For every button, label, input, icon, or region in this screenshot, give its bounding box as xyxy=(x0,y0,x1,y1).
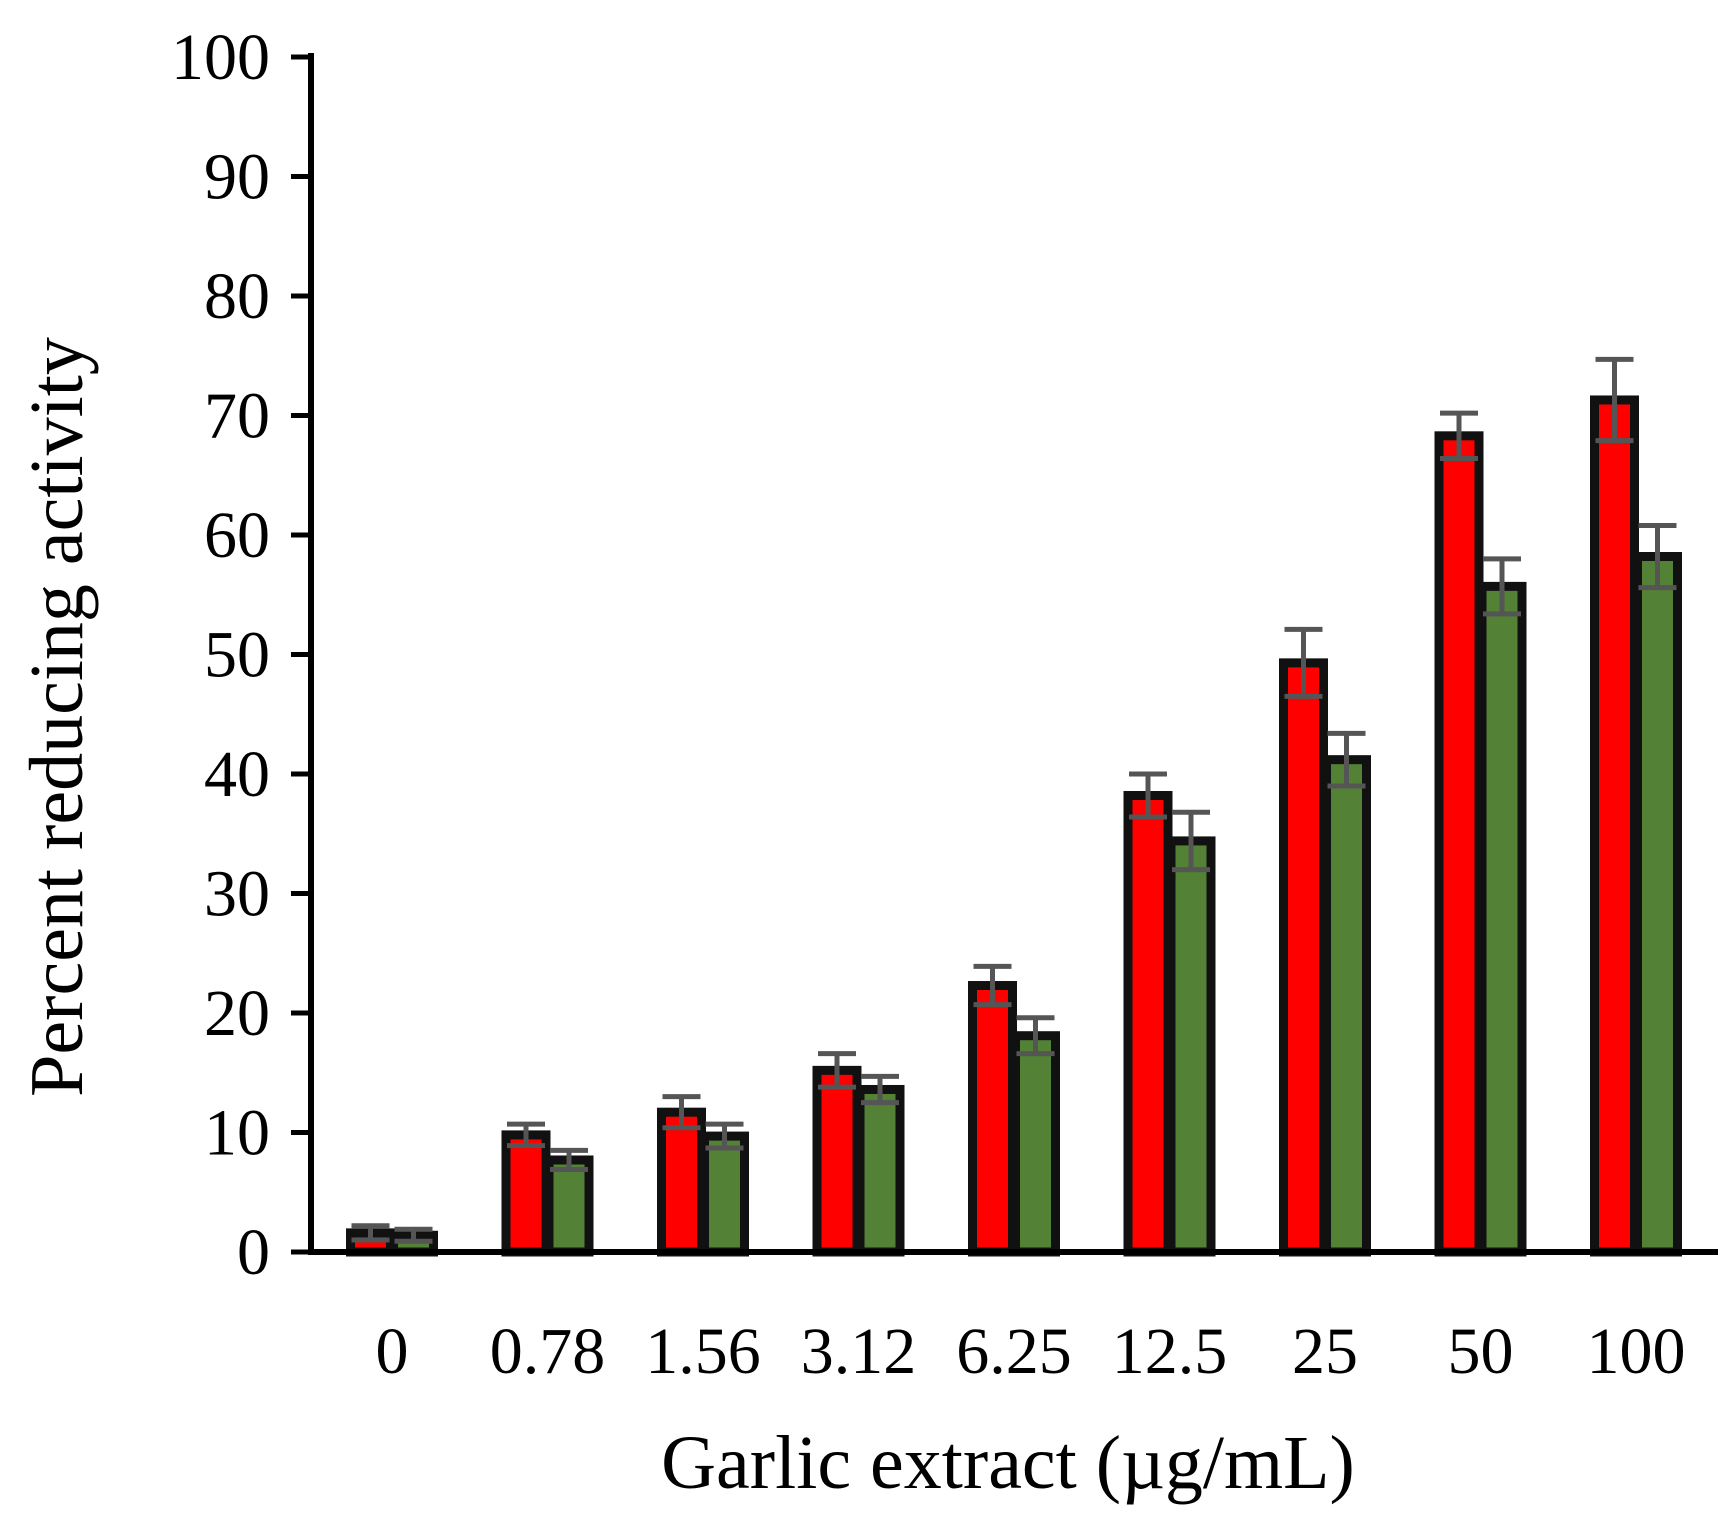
bar-series2-2 xyxy=(700,1131,749,1257)
bar-series1-3 xyxy=(812,1065,862,1257)
error-bar-series2-1 xyxy=(550,1147,588,1173)
error-bar-series1-8 xyxy=(1595,356,1634,444)
error-bar-series2-3 xyxy=(861,1073,899,1106)
error-bar-series2-8 xyxy=(1638,522,1677,591)
y-tick-label: 0 xyxy=(237,1216,270,1289)
error-bar-series1-3 xyxy=(818,1051,856,1090)
x-tick-label: 3.12 xyxy=(801,1315,917,1388)
axes-layer xyxy=(291,53,1718,1255)
bar-series2-3 xyxy=(855,1084,905,1257)
error-bar-series2-2 xyxy=(705,1121,744,1151)
bar-series1-2 xyxy=(657,1107,706,1257)
y-tick-label: 20 xyxy=(204,977,270,1050)
error-bar-series1-5 xyxy=(1129,771,1167,820)
bar-series2-4 xyxy=(1011,1031,1060,1257)
bar-series1-7 xyxy=(1434,431,1484,1257)
error-bar-series1-0 xyxy=(351,1223,390,1243)
bar-series2-7 xyxy=(1477,581,1527,1257)
bar-series2-8 xyxy=(1633,552,1682,1257)
y-tick-label: 90 xyxy=(204,141,270,214)
x-tick-label: 100 xyxy=(1587,1315,1686,1388)
error-bar-series2-5 xyxy=(1172,809,1210,873)
y-tick-label: 60 xyxy=(204,499,270,572)
bar-series2-1 xyxy=(544,1155,594,1257)
bar-series1-4 xyxy=(968,981,1017,1257)
y-axis-title: Percent reducing activity xyxy=(15,337,99,1097)
y-tick-label: 30 xyxy=(204,858,270,931)
error-bar-series1-6 xyxy=(1284,626,1323,699)
error-bar-series2-4 xyxy=(1016,1015,1055,1057)
bar-series2-5 xyxy=(1166,836,1216,1257)
x-tick-label: 12.5 xyxy=(1112,1315,1228,1388)
bar-series1-8 xyxy=(1590,395,1639,1257)
x-tick-label: 25 xyxy=(1292,1315,1358,1388)
bar-series1-6 xyxy=(1279,658,1328,1257)
error-bar-series2-7 xyxy=(1483,556,1521,617)
error-bar-series2-6 xyxy=(1327,730,1366,789)
bar-series2-6 xyxy=(1322,755,1371,1257)
error-bars-layer xyxy=(351,356,1677,1244)
y-tick-label: 40 xyxy=(204,738,270,811)
x-tick-label: 0.78 xyxy=(490,1315,606,1388)
y-tick-label: 70 xyxy=(204,380,270,453)
y-tick-label: 50 xyxy=(204,619,270,692)
y-tick-label: 10 xyxy=(204,1097,270,1170)
error-bar-series1-2 xyxy=(662,1094,701,1131)
y-tick-label: 80 xyxy=(204,260,270,333)
error-bar-series1-7 xyxy=(1440,410,1478,462)
bar-series1-1 xyxy=(501,1130,551,1257)
x-tick-label: 6.25 xyxy=(956,1315,1072,1388)
error-bar-series1-4 xyxy=(973,963,1012,1008)
x-tick-label: 0 xyxy=(376,1315,409,1388)
x-tick-label: 50 xyxy=(1448,1315,1514,1388)
x-axis-title: Garlic extract (µg/mL) xyxy=(661,1421,1355,1505)
x-tick-label: 1.56 xyxy=(645,1315,761,1388)
bars-layer xyxy=(346,395,1682,1257)
labels-layer: 0 0.78 1.56 3.12 6.25 12.5 25 50 100 0 10 20 30 40 50 6… xyxy=(171,21,1686,1388)
error-bar-series1-1 xyxy=(507,1121,545,1149)
error-bar-series2-0 xyxy=(394,1226,433,1244)
y-tick-label: 100 xyxy=(171,21,270,94)
bar-series1-5 xyxy=(1123,791,1173,1257)
